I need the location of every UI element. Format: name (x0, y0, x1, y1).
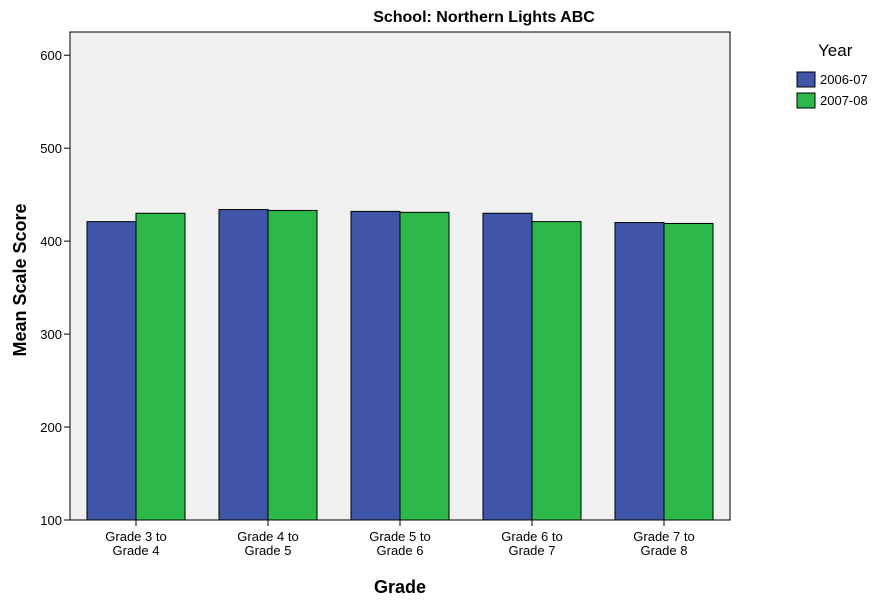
y-axis: 100 200 300 400 500 600 (40, 48, 70, 528)
legend-title: Year (818, 41, 853, 60)
legend: Year 2006-07 2007-08 (796, 41, 868, 109)
y-tick-label: 100 (40, 513, 62, 528)
x-tick-label: Grade 7 to Grade 8 (633, 529, 694, 558)
legend-label: 2006-07 (820, 72, 868, 87)
legend-swatch (796, 92, 816, 109)
x-tick-label: Grade 5 to Grade 6 (369, 529, 430, 558)
bar (218, 209, 269, 521)
x-tick-label: Grade 3 to Grade 4 (105, 529, 166, 558)
x-tick-label: Grade 6 to Grade 7 (501, 529, 562, 558)
x-axis: Grade 3 to Grade 4 Grade 4 to Grade 5 Grade … (105, 520, 695, 558)
bar (663, 222, 714, 521)
bar (350, 210, 401, 521)
bar (482, 212, 533, 521)
chart-title: School: Northern Lights ABC (373, 9, 595, 26)
y-tick-label: 400 (40, 234, 62, 249)
legend-label: 2007-08 (820, 93, 868, 108)
y-axis-title: Mean Scale Score (10, 203, 30, 356)
legend-swatch (796, 71, 816, 88)
bars-group (86, 209, 714, 521)
bar (135, 212, 186, 521)
y-tick-label: 200 (40, 420, 62, 435)
x-axis-title: Grade (374, 577, 426, 597)
y-tick-label: 500 (40, 141, 62, 156)
bar (399, 211, 450, 521)
bar (86, 221, 137, 521)
y-tick-label: 600 (40, 48, 62, 63)
y-tick-label: 300 (40, 327, 62, 342)
bar (531, 221, 582, 521)
bar (267, 209, 318, 521)
x-tick-label: Grade 4 to Grade 5 (237, 529, 298, 558)
bar (614, 222, 665, 521)
